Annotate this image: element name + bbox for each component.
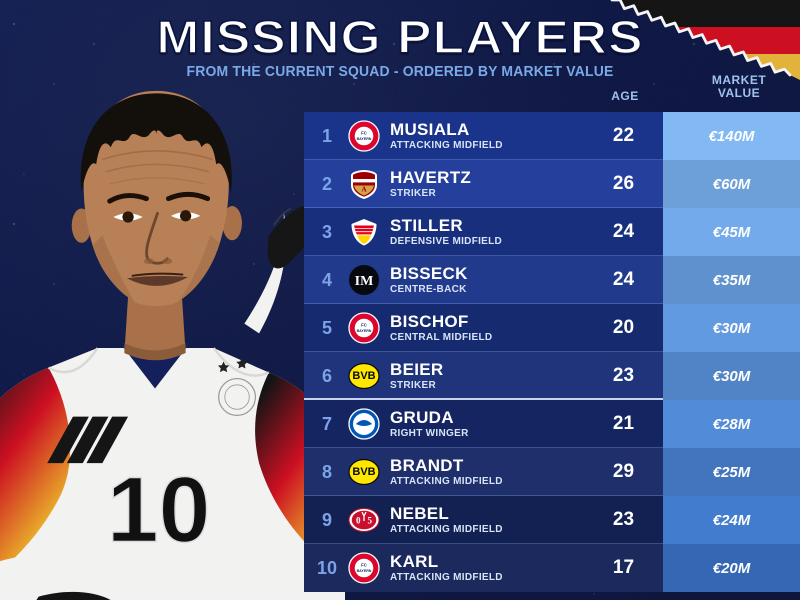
svg-text:0: 0	[356, 516, 361, 526]
svg-text:BVB: BVB	[352, 466, 375, 478]
svg-text:BAYERN: BAYERN	[357, 329, 372, 333]
svg-text:FC: FC	[361, 563, 367, 568]
svg-text:IM: IM	[355, 274, 374, 289]
svg-text:FC: FC	[361, 323, 367, 328]
svg-text:BVB: BVB	[352, 370, 375, 382]
svg-text:FC: FC	[361, 131, 367, 136]
svg-text:BAYERN: BAYERN	[357, 137, 372, 141]
svg-text:A: A	[361, 186, 366, 194]
svg-text:10: 10	[107, 458, 211, 562]
svg-text:BAYERN: BAYERN	[357, 569, 372, 573]
svg-text:5: 5	[368, 516, 373, 526]
